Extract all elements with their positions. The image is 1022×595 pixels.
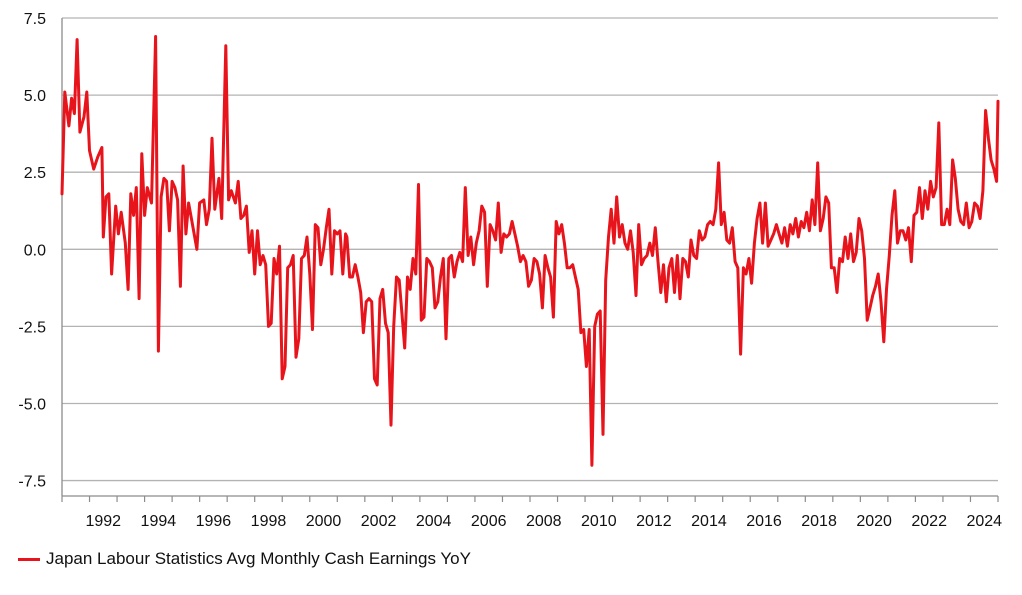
- y-tick-label: 7.5: [24, 11, 46, 28]
- y-tick-label: -7.5: [18, 474, 46, 491]
- x-axis-ticks: 1992 1994 1996 1998 2000 2002 2004 2006 2008 2010…: [85, 513, 1002, 530]
- x-tick-label: 2000: [306, 513, 342, 530]
- x-tick-label: 2022: [911, 513, 947, 530]
- y-tick-label: 5.0: [24, 88, 46, 105]
- x-tick-label: 1998: [251, 513, 287, 530]
- legend-swatch: [18, 557, 40, 561]
- axes: [61, 18, 999, 502]
- x-tick-label: 2014: [691, 513, 727, 530]
- x-tick-label: 2020: [856, 513, 892, 530]
- x-tick-label: 2018: [801, 513, 837, 530]
- x-tick-label: 2006: [471, 513, 507, 530]
- y-tick-label: -5.0: [18, 396, 46, 413]
- x-tick-label: 2012: [636, 513, 672, 530]
- series-layer: [60, 35, 1000, 467]
- y-tick-label: 0.0: [24, 242, 46, 259]
- x-tick-label: 1996: [196, 513, 232, 530]
- legend-label: Japan Labour Statistics Avg Monthly Cash…: [46, 549, 471, 568]
- y-tick-label: 2.5: [24, 165, 46, 182]
- x-tick-label: 1994: [141, 513, 177, 530]
- x-tick-label: 2004: [416, 513, 452, 530]
- x-tick-label: 1992: [85, 513, 121, 530]
- y-axis-ticks: 7.5 5.0 2.5 0.0 -2.5 -5.0 -7.5: [18, 11, 46, 491]
- x-tick-label: 2016: [746, 513, 782, 530]
- series-line: [60, 35, 1000, 467]
- x-tick-label: 2010: [581, 513, 617, 530]
- y-tick-label: -2.5: [18, 319, 46, 336]
- x-tick-label: 2002: [361, 513, 397, 530]
- gridlines: [62, 17, 998, 482]
- x-tick-label: 2008: [526, 513, 562, 530]
- legend: Japan Labour Statistics Avg Monthly Cash…: [18, 549, 471, 569]
- x-tick-label: 2024: [966, 513, 1002, 530]
